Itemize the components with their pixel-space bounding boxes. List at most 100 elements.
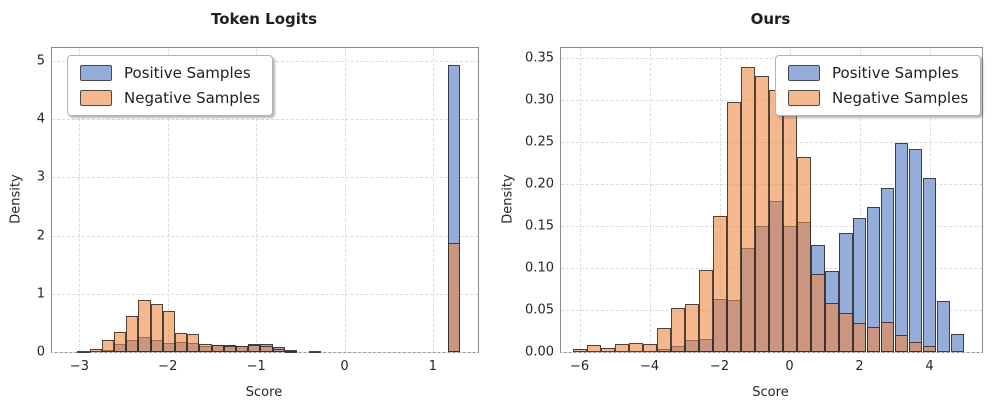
- bar-negative: [162, 310, 176, 352]
- bar-negative: [768, 89, 783, 352]
- bar-negative: [684, 304, 699, 352]
- gridline: [52, 119, 478, 121]
- bar-negative: [810, 274, 825, 352]
- bar-negative: [138, 299, 151, 352]
- x-tick-label: −3: [69, 359, 89, 374]
- x-tick-label: −6: [569, 359, 590, 374]
- gridline: [52, 352, 478, 353]
- gridline: [432, 48, 434, 352]
- bar-negative: [698, 269, 713, 352]
- bar-negative: [838, 312, 853, 352]
- gridline: [719, 48, 721, 352]
- bar-positive: [908, 149, 923, 352]
- gridline: [167, 48, 169, 352]
- y-tick-label: 0: [36, 344, 45, 360]
- gridline: [52, 293, 478, 295]
- bar-negative: [894, 335, 909, 352]
- bar-negative: [447, 242, 461, 352]
- y-tick-label: 3: [36, 169, 45, 185]
- legend-item-negative: Negative Samples: [788, 89, 968, 107]
- legend-item-negative: Negative Samples: [80, 89, 260, 107]
- bar-negative: [223, 345, 236, 352]
- y-tick-label: 0.10: [525, 260, 554, 276]
- y-tick-label: 0.35: [525, 50, 554, 66]
- bar-negative: [852, 323, 867, 352]
- bar-negative: [712, 216, 727, 352]
- y-tick-label: 0.20: [525, 176, 554, 192]
- bar-negative: [600, 347, 615, 352]
- gridline: [561, 58, 982, 60]
- chart-title: Token Logits: [210, 10, 318, 28]
- bar-negative: [236, 346, 249, 352]
- bar-positive: [894, 143, 909, 352]
- bar-negative: [628, 342, 643, 352]
- bar-negative: [614, 344, 629, 352]
- bar-negative: [572, 349, 587, 352]
- legend-item-positive: Positive Samples: [788, 64, 968, 82]
- gridline: [859, 48, 861, 352]
- y-axis-label: Density: [500, 174, 516, 224]
- bar-negative: [211, 345, 224, 352]
- bar-negative: [880, 321, 895, 352]
- positive-samples-swatch-icon: [80, 65, 112, 81]
- x-tick-label: 0: [785, 359, 794, 374]
- bar-negative: [101, 339, 115, 352]
- bar-negative: [150, 303, 163, 352]
- bar-negative: [114, 331, 127, 352]
- y-tick-label: 1: [36, 286, 45, 302]
- positive-samples-swatch-icon: [788, 65, 820, 81]
- x-tick-label: −2: [158, 359, 178, 374]
- y-tick-label: 4: [36, 111, 45, 127]
- x-tick-label: 0: [340, 359, 349, 374]
- x-tick-label: 2: [855, 359, 864, 374]
- bar-negative: [126, 315, 139, 352]
- bar-positive: [922, 177, 937, 352]
- chart-title: Ours: [750, 10, 791, 28]
- gridline: [344, 48, 346, 352]
- legend-label: Negative Samples: [832, 89, 969, 107]
- gridline: [649, 48, 651, 352]
- y-tick-label: 0.15: [525, 218, 554, 234]
- bar-negative: [284, 349, 297, 352]
- x-axis-label: Score: [245, 385, 283, 400]
- bar-negative: [670, 307, 685, 352]
- legend-label: Negative Samples: [124, 89, 261, 107]
- bar-negative: [656, 327, 671, 352]
- legend-label: Positive Samples: [124, 64, 251, 82]
- negative-samples-swatch-icon: [788, 90, 820, 106]
- bar-positive: [936, 300, 951, 352]
- bar-positive: [950, 333, 965, 352]
- y-tick-label: 5: [36, 53, 45, 69]
- legend-label: Positive Samples: [832, 64, 959, 82]
- x-tick-label: −4: [639, 359, 660, 374]
- bar-negative: [248, 345, 261, 352]
- chart-token-logits: Token Logits Density 0 1 2 3 4 5 −3 −2 −1 0 1 Scor…: [9, 10, 479, 400]
- bar-negative: [586, 345, 601, 352]
- legend: Positive Samples Negative Samples: [67, 55, 274, 116]
- y-tick-label: 0.30: [525, 92, 554, 108]
- bar-negative: [187, 333, 200, 352]
- x-tick-label: 1: [428, 359, 438, 374]
- bar-negative: [175, 333, 188, 352]
- y-tick-label: 0.25: [525, 134, 554, 150]
- bar-negative: [272, 348, 285, 352]
- bar-negative: [866, 326, 881, 352]
- bar-negative: [77, 350, 90, 353]
- gridline: [256, 48, 258, 352]
- bar-negative: [89, 348, 102, 352]
- bar-negative: [309, 351, 322, 354]
- y-tick-label: 2: [36, 228, 45, 244]
- bar-negative: [740, 66, 755, 352]
- bar-negative: [796, 156, 811, 352]
- bar-negative: [824, 303, 839, 352]
- negative-samples-swatch-icon: [80, 90, 112, 106]
- bar-negative: [754, 76, 769, 352]
- x-axis-label: Score: [752, 385, 789, 400]
- y-tick-label: 0.05: [525, 302, 554, 318]
- y-tick-label: 0.00: [525, 344, 554, 360]
- bar-negative: [199, 344, 212, 352]
- x-tick-label: −1: [246, 359, 266, 374]
- gridline: [561, 352, 982, 353]
- bar-negative: [922, 346, 937, 352]
- x-tick-label: 4: [925, 359, 934, 374]
